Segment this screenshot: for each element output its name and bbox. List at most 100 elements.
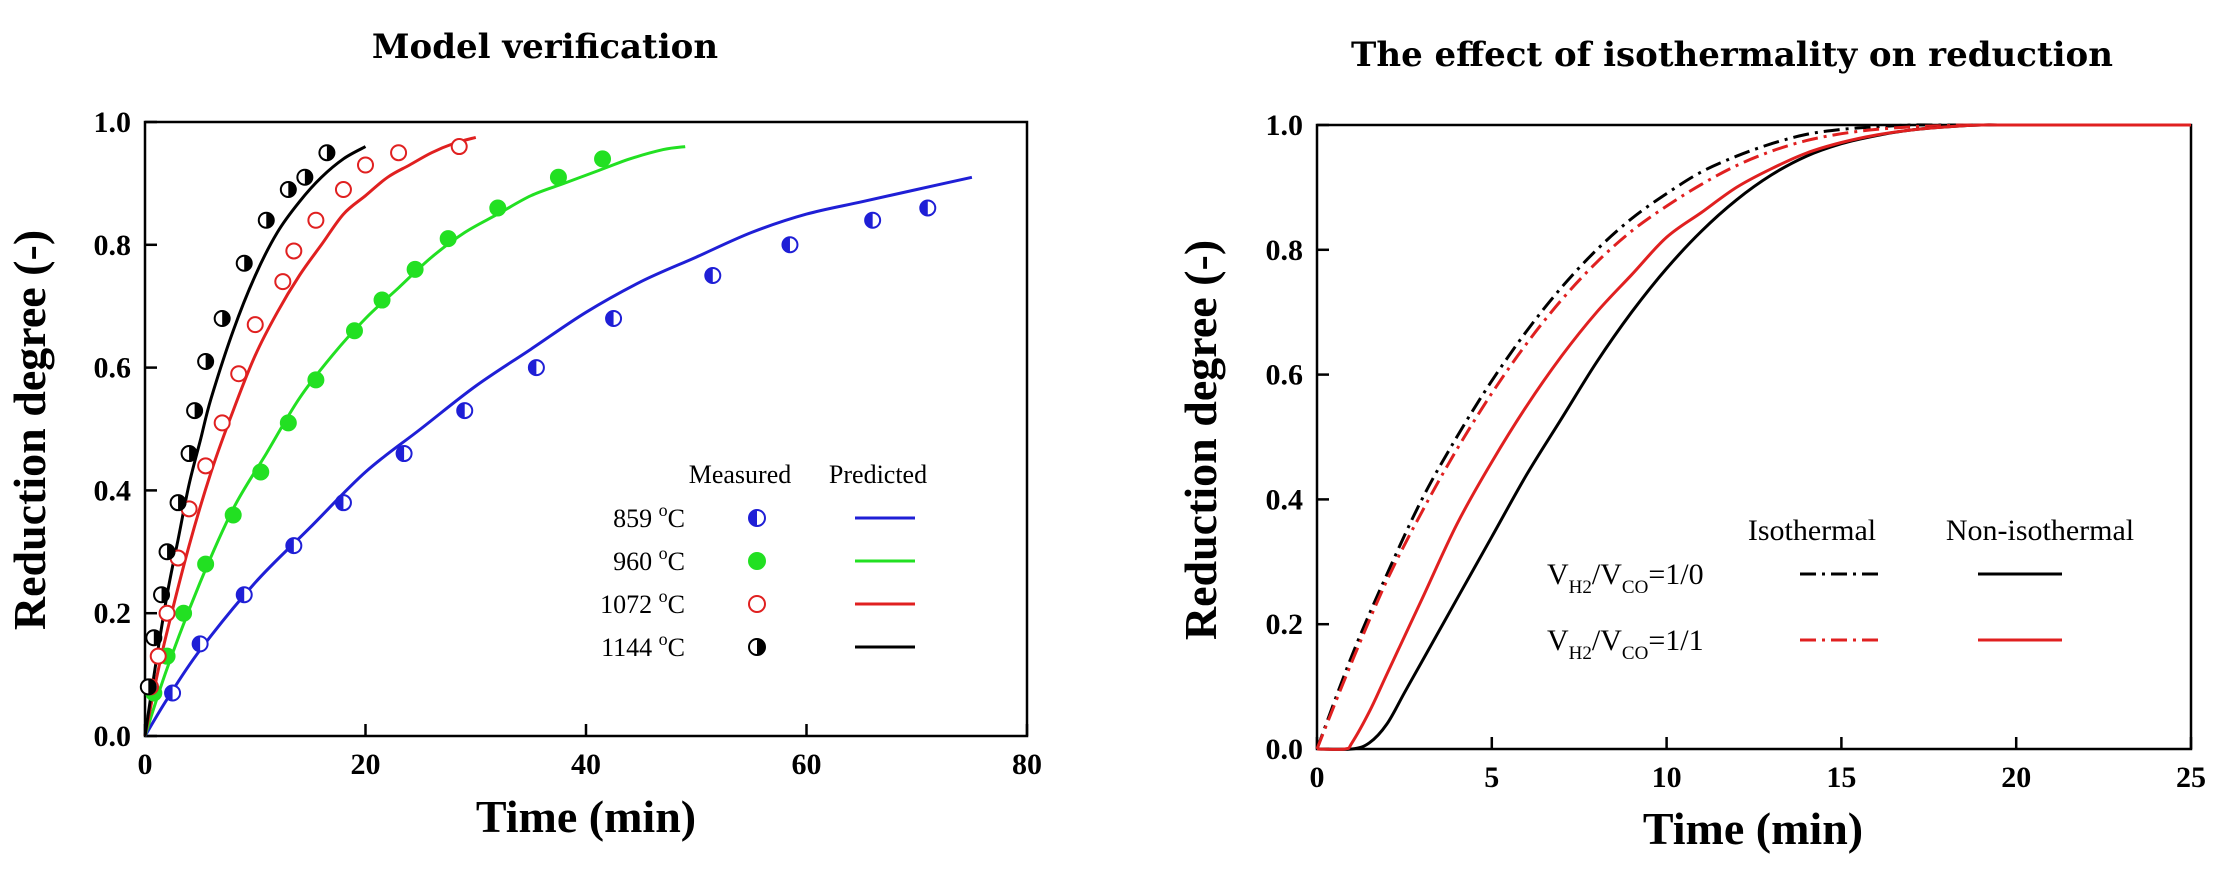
measured-point-960	[345, 322, 363, 340]
predicted-line-960	[143, 145, 686, 737]
y-tick-label: 0.2	[1266, 608, 1304, 641]
measured-point-960	[224, 506, 242, 524]
measured-point-1144	[153, 586, 171, 604]
measured-point-1072	[149, 647, 167, 665]
axis-ticks: 0 20 40 60 80 0.0 0.2 0.4 0.6 0.8 1.0	[94, 106, 1043, 781]
legend-header-non-isothermal: Non-isothermal	[1946, 514, 2134, 547]
measured-point-960	[307, 371, 325, 389]
chart-isothermality-effect: The effect of isothermality on reduction…	[1175, 35, 2206, 854]
legend-label-ratio-0: VH2/VCO=1/0	[1547, 558, 1704, 598]
measured-point-1144	[186, 402, 204, 420]
predicted-line-859	[143, 175, 973, 737]
line-non-isothermal-1-0	[1316, 123, 2191, 751]
measured-point-960	[406, 260, 424, 278]
measured-point-960	[549, 168, 567, 186]
line-isothermal-1-1	[1315, 123, 2192, 750]
legend-marker-859	[748, 509, 766, 527]
measured-point-1144	[257, 211, 275, 229]
x-axis-label: Time (min)	[476, 791, 696, 842]
measured-point-1144	[180, 445, 198, 463]
predicted-lines	[143, 135, 973, 737]
x-tick-label: 20	[2001, 761, 2031, 794]
chart-title: Model verification	[372, 27, 718, 67]
measured-point-859	[191, 635, 209, 653]
measured-point-1144	[296, 168, 314, 186]
y-tick-label: 0.6	[94, 352, 132, 385]
measured-point-859	[285, 537, 303, 555]
measured-point-960	[252, 463, 270, 481]
legend: Measured Predicted 859 oC 960 oC 1072 oC 11…	[600, 460, 927, 662]
y-tick-label: 0.0	[94, 720, 132, 753]
series-lines	[1315, 123, 2192, 751]
measured-points	[139, 138, 937, 702]
measured-point-1072	[450, 138, 468, 156]
measured-point-1144	[213, 309, 231, 327]
legend-label-ratio-1: VH2/VCO=1/1	[1547, 624, 1704, 664]
measured-point-1072	[390, 144, 408, 162]
x-tick-label: 5	[1484, 761, 1499, 794]
plot-frame	[1315, 123, 2193, 751]
y-tick-label: 0.8	[94, 229, 132, 262]
measured-point-960	[279, 414, 297, 432]
measured-point-1072	[213, 414, 231, 432]
measured-point-1144	[318, 144, 336, 162]
measured-point-960	[489, 199, 507, 217]
x-tick-label: 40	[571, 748, 601, 781]
measured-point-960	[373, 291, 391, 309]
y-tick-label: 0.2	[94, 597, 132, 630]
x-tick-label: 0	[1310, 761, 1325, 794]
measured-point-859	[456, 402, 474, 420]
measured-point-859	[164, 684, 182, 702]
y-axis-label: Reduction degree (-)	[1175, 240, 1226, 640]
legend-label-1072: 1072 oC	[600, 586, 685, 619]
measured-point-1072	[274, 273, 292, 291]
measured-point-859	[864, 211, 882, 229]
y-tick-label: 1.0	[1266, 109, 1304, 142]
x-tick-label: 0	[138, 748, 153, 781]
axis-ticks: 0 5 10 15 20 25 0.0 0.2 0.4 0.6 0.8 1.0	[1266, 109, 2207, 794]
measured-point-1072	[230, 365, 248, 383]
predicted-line-1072	[143, 135, 477, 737]
y-tick-label: 0.6	[1266, 359, 1304, 392]
legend-header-isothermal: Isothermal	[1748, 514, 1876, 547]
measured-point-1144	[279, 181, 297, 199]
measured-point-859	[605, 309, 623, 327]
legend-header-measured: Measured	[689, 460, 792, 489]
measured-point-1072	[285, 242, 303, 260]
x-tick-label: 80	[1012, 748, 1042, 781]
legend-label-1144: 1144 oC	[601, 629, 685, 662]
y-tick-label: 0.8	[1266, 234, 1304, 267]
legend-marker-1072	[748, 595, 766, 613]
measured-point-1144	[169, 494, 187, 512]
measured-point-859	[527, 359, 545, 377]
measured-point-859	[395, 445, 413, 463]
legend-marker-1144	[748, 638, 766, 656]
measured-point-960	[439, 230, 457, 248]
x-tick-label: 20	[351, 748, 381, 781]
measured-point-1144	[197, 352, 215, 370]
legend-marker-960	[748, 552, 766, 570]
x-tick-label: 10	[1652, 761, 1682, 794]
measured-point-1072	[307, 211, 325, 229]
plot-frame	[143, 120, 1029, 738]
measured-point-1144	[139, 678, 157, 696]
legend-header-predicted: Predicted	[829, 460, 927, 489]
measured-point-1072	[357, 156, 374, 174]
measured-point-1144	[235, 254, 253, 272]
x-tick-label: 25	[2176, 761, 2206, 794]
legend-label-859: 859 oC	[613, 500, 685, 533]
line-isothermal-1-0	[1315, 123, 2191, 750]
measured-point-859	[235, 586, 253, 604]
x-tick-label: 15	[1826, 761, 1856, 794]
measured-point-960	[197, 555, 215, 573]
x-axis-label: Time (min)	[1643, 803, 1863, 854]
measured-point-1072	[334, 181, 352, 199]
measured-point-1072	[197, 457, 215, 475]
legend-label-960: 960 oC	[613, 543, 685, 576]
measured-point-859	[781, 236, 799, 254]
measured-point-859	[919, 199, 937, 217]
chart-model-verification: Model verification 0 20 40 60 80 0.0 0.2 0.4 0.6…	[4, 27, 1042, 842]
y-axis-label: Reduction degree (-)	[4, 230, 55, 630]
measured-point-859	[334, 494, 352, 512]
